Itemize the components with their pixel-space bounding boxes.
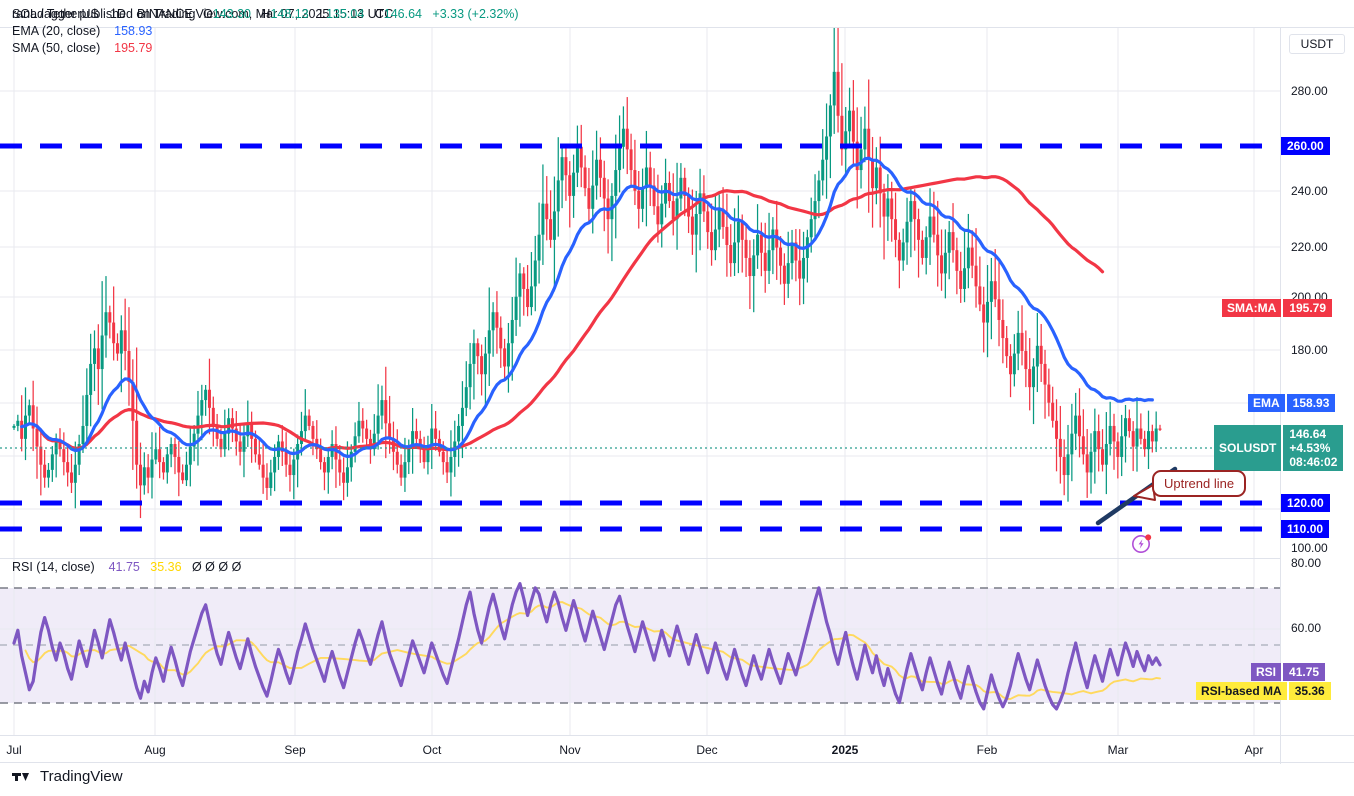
last-price-value: 146.64 (1289, 427, 1327, 441)
sma-50-line (35, 175, 1105, 452)
level-badge-120[interactable]: 120.00 (1281, 494, 1330, 512)
ema-badge-value: 158.93 (1286, 394, 1336, 412)
rsi-price-badge[interactable]: RSI 41.75 (1251, 663, 1326, 681)
time-axis[interactable]: Jul Aug Sep Oct Nov Dec 2025 Feb Mar Apr (0, 735, 1354, 764)
currency-label: USDT (1300, 37, 1334, 51)
uptrend-line-callout[interactable]: Uptrend line (1152, 470, 1247, 497)
price-chart-canvas (0, 28, 1280, 558)
time-tick-2025: 2025 (831, 743, 859, 757)
publish-text: ranadagger published on TradingView.com,… (12, 6, 394, 21)
price-tick-220: 220.00 (1291, 240, 1328, 254)
rsi-ma-badge-label: RSI-based MA (1196, 682, 1287, 700)
tradingview-logo-icon (12, 770, 34, 784)
currency-chip[interactable]: USDT (1289, 34, 1345, 54)
rsi-chart-canvas (0, 559, 1280, 735)
last-price-badge-values: 146.64 +4.53% 08:46:02 (1283, 425, 1344, 471)
uptrend-line-callout-label: Uptrend line (1164, 476, 1235, 491)
rsi-badge-label: RSI (1251, 663, 1282, 681)
price-tick-240: 240.00 (1291, 184, 1328, 198)
last-price-badge[interactable]: SOLUSDT 146.64 +4.53% 08:46:02 (1214, 425, 1344, 471)
rsi-tick-80: 80.00 (1291, 556, 1322, 570)
price-tick-180: 180.00 (1291, 343, 1328, 357)
ema-price-badge[interactable]: EMA 158.93 (1248, 394, 1336, 412)
alert-lightning-icon[interactable] (1131, 532, 1153, 554)
level-badge-110[interactable]: 110.00 (1281, 520, 1330, 538)
time-tick-sep: Sep (284, 743, 306, 757)
rsi-line (12, 582, 1162, 711)
tradingview-brand-name: TradingView (40, 768, 123, 785)
last-price-badge-symbol: SOLUSDT (1214, 425, 1282, 471)
time-tick-nov: Nov (559, 743, 581, 757)
publish-info-bar: ranadagger published on TradingView.com,… (0, 0, 1354, 28)
time-tick-mar: Mar (1107, 743, 1129, 757)
rsi-indicator-pane[interactable] (0, 558, 1280, 735)
sma-badge-value: 195.79 (1283, 299, 1333, 317)
vertical-gridlines (13, 28, 1255, 558)
rsi-ma-badge-value: 35.36 (1288, 682, 1331, 700)
tradingview-brand[interactable]: TradingView (12, 768, 123, 785)
price-axis[interactable]: USDT 280.00 240.00 220.00 200.00 180.00 … (1280, 28, 1354, 735)
rsi-tick-60: 60.00 (1291, 621, 1322, 635)
ema-20-line (20, 156, 1154, 459)
time-tick-apr: Apr (1244, 743, 1264, 757)
time-tick-dec: Dec (696, 743, 718, 757)
ema-badge-label: EMA (1248, 394, 1285, 412)
time-tick-aug: Aug (144, 743, 166, 757)
rsi-ma-price-badge[interactable]: RSI-based MA 35.36 (1196, 682, 1331, 700)
horizontal-level-lines (0, 143, 1280, 532)
last-price-change: +4.53% (1289, 441, 1331, 455)
time-axis-divider (1280, 736, 1281, 764)
time-tick-oct: Oct (422, 743, 442, 757)
level-badge-260[interactable]: 260.00 (1281, 137, 1330, 155)
horizontal-gridlines (0, 90, 1280, 510)
rsi-badge-value: 41.75 (1283, 663, 1326, 681)
price-tick-280: 280.00 (1291, 84, 1328, 98)
time-tick-feb: Feb (976, 743, 998, 757)
price-tick-100: 100.00 (1291, 541, 1328, 555)
sma-badge-label: SMA:MA (1222, 299, 1282, 317)
time-tick-jul: Jul (6, 743, 22, 757)
sma-price-badge[interactable]: SMA:MA 195.79 (1222, 299, 1333, 317)
bar-countdown: 08:46:02 (1289, 455, 1338, 469)
price-chart-pane[interactable] (0, 28, 1280, 558)
